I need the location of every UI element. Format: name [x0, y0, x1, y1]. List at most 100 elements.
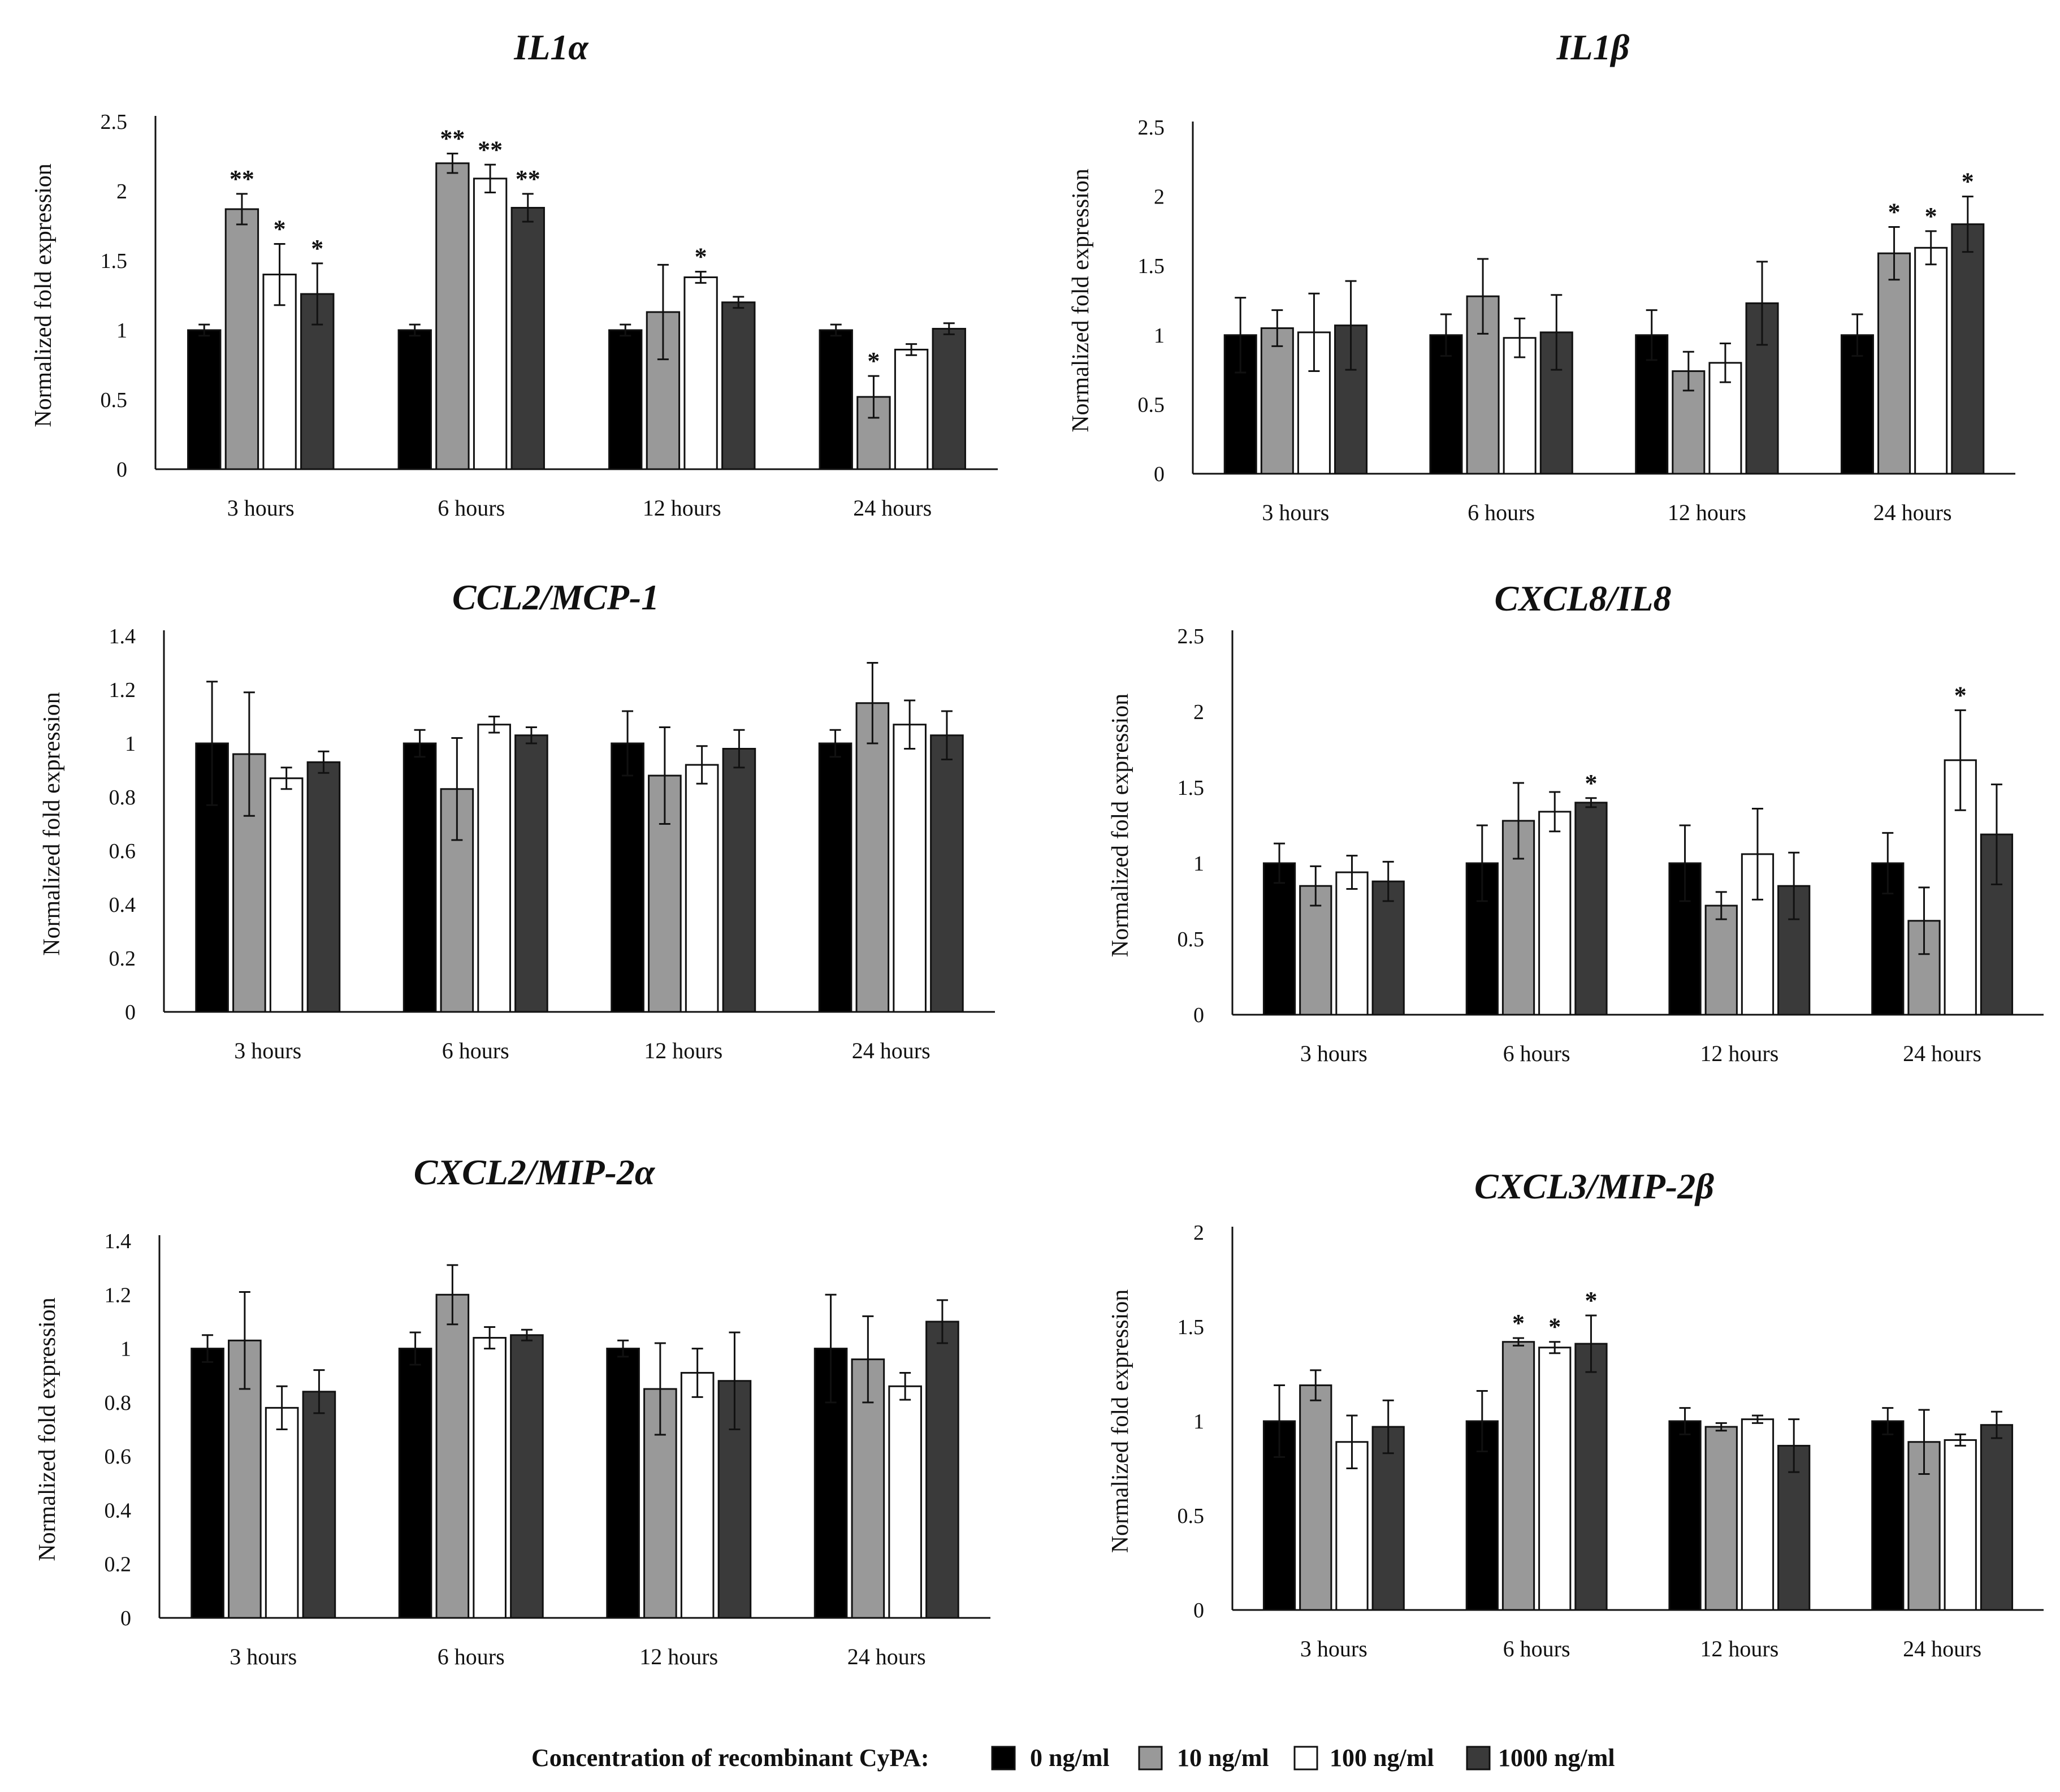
- bar: [510, 207, 545, 470]
- x-tick-label: 12 hours: [644, 1038, 722, 1063]
- y-axis-label: Normalized fold expression: [31, 163, 57, 427]
- legend-label-2: 100 ng/ml: [1330, 1744, 1434, 1772]
- y-axis-label: Normalized fold expression: [1107, 694, 1133, 958]
- bar: [435, 1293, 470, 1619]
- y-tick-label: 1: [1193, 1410, 1204, 1434]
- y-tick-label: 2.5: [1138, 116, 1165, 140]
- bar: [930, 734, 964, 1013]
- x-tick-label: 12 hours: [643, 495, 721, 521]
- y-tick-label: 2.5: [101, 110, 128, 134]
- x-tick-label: 6 hours: [438, 1644, 505, 1669]
- y-tick-label: 1.2: [105, 1283, 132, 1307]
- x-tick-label: 12 hours: [1700, 1636, 1778, 1661]
- significance-marker: *: [1888, 198, 1901, 226]
- bar: [856, 396, 891, 470]
- y-tick-label: 0.2: [105, 1553, 132, 1577]
- bar: [473, 1337, 507, 1619]
- y-tick-label: 2: [1154, 185, 1165, 209]
- y-tick-label: 0: [1193, 1003, 1204, 1027]
- bar: [680, 1371, 715, 1619]
- bar: [1704, 1426, 1738, 1611]
- chart-panel-1: IL1β Normalized fold expression 0 0.5 1 1.5 2 2…: [1068, 27, 2015, 525]
- y-tick-label: 1.5: [1138, 254, 1165, 278]
- legend-title: Concentration of recombinant CyPA:: [531, 1744, 929, 1772]
- y-tick-label: 1.5: [1178, 776, 1205, 800]
- y-tick-label: 1.5: [1178, 1315, 1205, 1339]
- y-tick-label: 2.5: [1178, 625, 1205, 648]
- bar: [606, 1348, 640, 1619]
- x-tick-label: 6 hours: [442, 1038, 509, 1063]
- bar: [398, 1348, 432, 1619]
- chart-title: IL1α: [513, 27, 589, 67]
- bar: [683, 276, 718, 470]
- y-tick-label: 0: [1154, 462, 1165, 486]
- x-tick-label: 24 hours: [1903, 1041, 1981, 1066]
- bar: [473, 178, 508, 470]
- significance-marker: *: [867, 347, 880, 375]
- y-tick-label: 0.6: [109, 839, 136, 863]
- bar: [514, 734, 548, 1013]
- bar: [1668, 1420, 1702, 1611]
- legend-swatch-1: [1138, 1746, 1163, 1771]
- legend-label-0: 0 ng/ml: [1030, 1744, 1110, 1772]
- y-tick-label: 0: [120, 1607, 131, 1630]
- bar: [1260, 327, 1294, 475]
- bar: [1223, 334, 1257, 475]
- y-tick-label: 0.2: [109, 947, 136, 971]
- y-tick-label: 1: [1154, 324, 1165, 348]
- bar: [1980, 1424, 2014, 1611]
- bar: [1538, 811, 1572, 1016]
- legend-swatch-0: [991, 1746, 1016, 1771]
- x-tick-label: 3 hours: [230, 1644, 297, 1669]
- bar: [685, 764, 719, 1013]
- bar: [894, 348, 929, 470]
- y-tick-label: 1.5: [101, 249, 128, 273]
- x-tick-label: 6 hours: [438, 495, 505, 521]
- significance-marker: **: [230, 165, 254, 193]
- y-tick-label: 1.2: [109, 678, 136, 702]
- y-tick-label: 1.4: [105, 1230, 132, 1253]
- bar: [187, 329, 222, 470]
- bar: [1951, 223, 1985, 475]
- bar: [224, 208, 259, 470]
- bar: [1741, 1418, 1775, 1611]
- x-tick-label: 24 hours: [1903, 1636, 1981, 1661]
- legend-label-1: 10 ng/ml: [1177, 1744, 1269, 1772]
- x-tick-label: 12 hours: [1668, 500, 1746, 525]
- bar: [1371, 880, 1405, 1016]
- significance-marker: *: [1954, 681, 1967, 709]
- x-tick-label: 24 hours: [852, 1038, 931, 1063]
- bar: [1262, 862, 1296, 1016]
- significance-marker: *: [1962, 168, 1974, 196]
- y-tick-label: 1: [1193, 852, 1204, 876]
- bar: [888, 1385, 922, 1619]
- x-tick-label: 3 hours: [1262, 500, 1329, 525]
- bar: [1501, 1341, 1535, 1611]
- y-tick-label: 1: [116, 319, 127, 343]
- significance-marker: *: [1548, 1313, 1561, 1341]
- y-axis-label: Normalized fold expression: [1107, 1289, 1133, 1553]
- bar: [1877, 252, 1911, 475]
- significance-marker: *: [1585, 769, 1597, 797]
- significance-marker: *: [695, 243, 707, 271]
- bar: [1871, 1420, 1905, 1611]
- x-tick-label: 24 hours: [847, 1644, 926, 1669]
- bar: [1704, 904, 1738, 1016]
- bar: [643, 1388, 677, 1619]
- significance-marker: *: [311, 235, 323, 262]
- chart-title: CXCL3/MIP-2β: [1474, 1166, 1714, 1206]
- chart-title: CCL2/MCP-1: [452, 577, 659, 617]
- y-tick-label: 2: [1193, 1221, 1204, 1245]
- y-tick-label: 0: [125, 1001, 136, 1024]
- bar: [925, 1321, 959, 1619]
- bar: [1538, 1347, 1572, 1611]
- bar: [722, 748, 756, 1013]
- legend-swatch-3: [1466, 1746, 1491, 1771]
- bar: [510, 1334, 544, 1619]
- y-tick-label: 0.5: [1178, 928, 1205, 951]
- chart-panel-5: CXCL3/MIP-2β Normalized fold expression 0 0…: [1107, 1166, 2044, 1661]
- y-tick-label: 0.4: [109, 893, 136, 917]
- x-tick-label: 12 hours: [1700, 1041, 1778, 1066]
- significance-marker: *: [1585, 1287, 1597, 1314]
- bar: [1335, 871, 1369, 1016]
